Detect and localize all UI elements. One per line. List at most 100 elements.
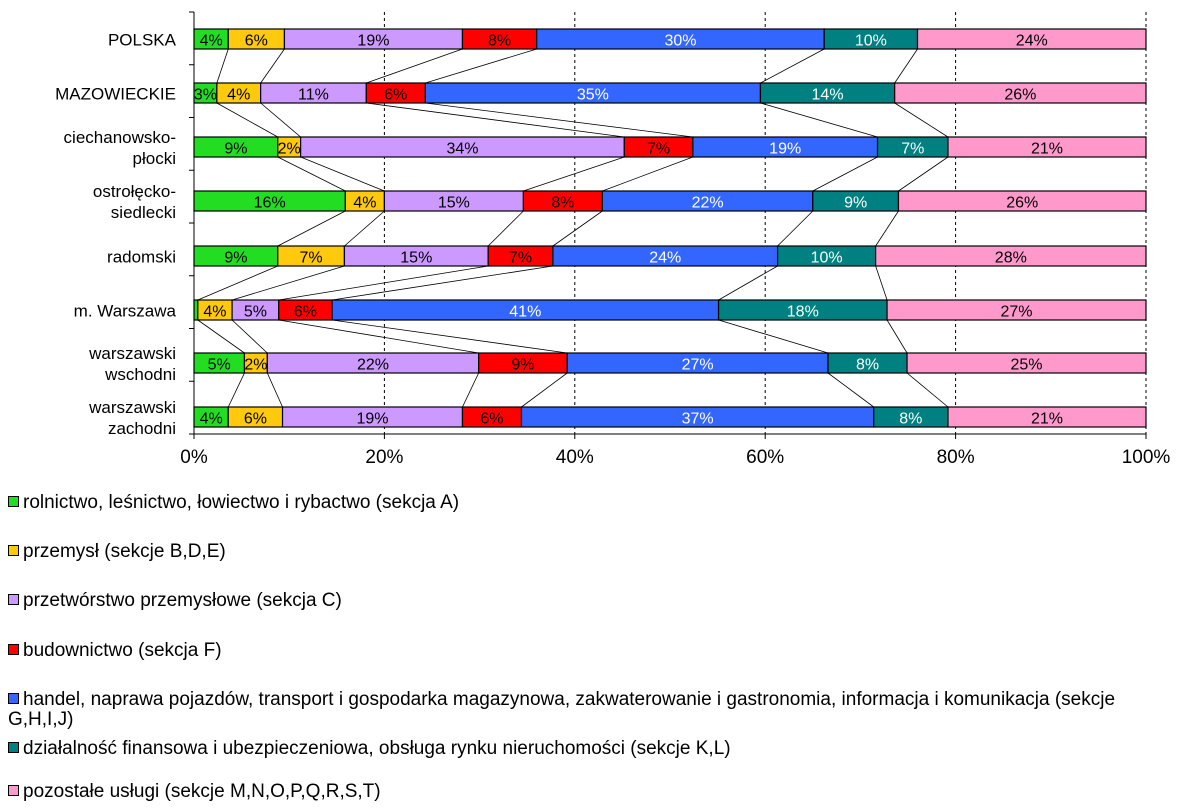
series-line [260,102,301,138]
series-line [906,372,949,408]
bar-data-label: 4% [203,304,226,321]
series-line [260,48,285,84]
series-line [760,48,825,84]
series-line [894,102,949,138]
bar-data-label: 8% [488,33,511,50]
bar-data-label: 26% [1006,195,1038,212]
bar-data-label: 25% [1011,357,1043,374]
legend-item-manufacturing: przetwórstwo przemysłowe (sekcja C) [8,591,1168,611]
series-line [277,210,346,247]
series-line [827,372,874,408]
bar-data-label: 19% [769,141,801,158]
bar-data-label: 4% [200,411,223,428]
bar-data-label: 5% [244,304,267,321]
series-line [523,156,625,192]
series-line [894,48,918,84]
bar-data-label: 3% [194,87,217,104]
bar-data-label: 7% [901,141,924,158]
legend-item-agriculture: rolnictwo, leśnictwo, łowiectwo i rybact… [8,493,1168,513]
bar-data-label: 26% [1004,87,1036,104]
bar-data-label: 19% [357,33,389,50]
category-label: radomski [107,248,176,267]
series-line [216,48,229,84]
category-label: MAZOWIECKIE [55,85,176,104]
bar-data-label: 6% [244,411,267,428]
series-line [277,156,346,192]
bar-data-label: 16% [254,195,286,212]
bar-data-label: 22% [357,357,389,374]
bar-data-label: 2% [278,141,301,158]
bar-segment [916,28,1147,50]
series-line [777,210,814,247]
bar-data-label: 35% [577,87,609,104]
series-line [875,265,888,301]
bar-data-label: 6% [384,87,407,104]
x-tick-label: 60% [746,447,784,468]
legend-swatch-icon [8,545,19,556]
category-label: ciechanowsko-płocki [64,128,176,168]
x-tick-label: 40% [556,447,594,468]
legend-label: rolnictwo, leśnictwo, łowiectwo i rybact… [23,492,460,513]
bar-data-label: 28% [995,250,1027,267]
series-line [278,265,489,301]
bar-data-label: 4% [353,195,376,212]
legend-swatch-icon [8,785,19,796]
bar-data-label: 5% [208,357,231,374]
series-line [216,102,278,138]
x-tick-label: 80% [937,447,975,468]
series-line [462,372,480,408]
category-label: warszawski wschodni [88,344,176,384]
x-tick-label: 20% [365,447,403,468]
series-line [231,319,268,354]
x-tick-label: 100% [1122,447,1171,468]
series-line [231,265,345,301]
bar-data-label: 8% [856,357,879,374]
bar-data-label: 4% [227,87,250,104]
bar-segment [875,245,1147,267]
bar-data-label: 37% [682,411,714,428]
legend-swatch-icon [8,644,19,655]
legend-label: przetwórstwo przemysłowe (sekcja C) [23,590,342,611]
bar-data-label: 6% [294,304,317,321]
bar-data-label: 24% [1016,33,1048,50]
bar-segment [906,352,1147,374]
bar-segment [947,136,1147,158]
bar-data-label: 21% [1031,411,1063,428]
bar-data-label: 15% [400,250,432,267]
legend-label: budownictwo (sekcja F) [23,640,222,661]
bar-data-label: 9% [511,357,534,374]
bar-data-label: 41% [509,304,541,321]
series-line [278,319,479,354]
category-label: m. Warszawa [74,302,177,321]
series-line [487,210,524,247]
bar-data-label: 22% [692,195,724,212]
bar-data-label: 6% [480,411,503,428]
legend-label: handel, naprawa pojazdów, transport i go… [8,689,1116,730]
series-line [886,319,908,354]
series-line [718,319,829,354]
legend-label: pozostałe usługi (sekcje M,N,O,P,Q,R,S,T… [23,781,381,802]
bar-data-label: 10% [855,33,887,50]
bar-data-label: 7% [300,250,323,267]
series-line [718,265,778,301]
series-line [898,156,949,192]
bar-data-label: 2% [244,357,267,374]
legend-swatch-icon [8,496,19,507]
series-line [227,372,245,408]
bar-data-label: 7% [509,250,532,267]
category-label: ostrołęcko-siedlecki [93,182,176,222]
legend-swatch-icon [8,742,19,753]
bar-data-label: 9% [224,141,247,158]
series-line [344,210,385,247]
bar-data-label: 11% [298,87,329,104]
bar-segment [897,190,1147,212]
series-line [425,48,537,84]
series-line [197,319,245,354]
bar-data-label: 10% [811,250,843,267]
x-tick-label: 0% [180,447,208,468]
legend-item-trade: handel, naprawa pojazdów, transport i go… [8,690,1168,730]
series-line [760,102,878,138]
series-line [425,102,693,138]
series-line [366,102,625,138]
legend-item-other-services: pozostałe usługi (sekcje M,N,O,P,Q,R,S,T… [8,782,1168,802]
